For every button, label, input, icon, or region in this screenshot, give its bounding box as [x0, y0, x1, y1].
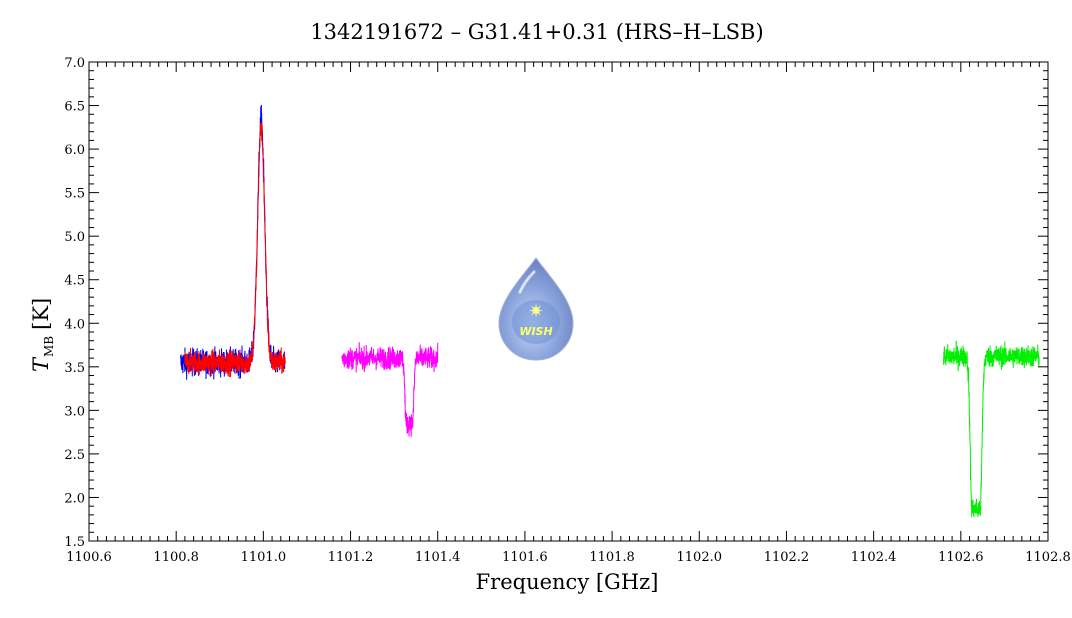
spectrum-series-2 — [184, 121, 286, 378]
x-tick-label: 1101.4 — [415, 550, 461, 565]
x-tick-label: 1102.2 — [764, 550, 810, 565]
x-tick-label: 1102.8 — [1025, 550, 1071, 565]
y-tick-label: 7.0 — [64, 56, 85, 71]
x-tick-label: 1100.8 — [153, 550, 199, 565]
y-tick-label: 4.5 — [64, 274, 85, 289]
x-tick-label: 1101.6 — [502, 550, 548, 565]
y-tick-label: 3.0 — [64, 404, 85, 419]
x-tick-label: 1101.2 — [328, 550, 374, 565]
x-axis-title: Frequency [GHz] — [476, 570, 659, 594]
y-axis-title: TMB [K] — [29, 298, 56, 372]
y-tick-label: 5.0 — [64, 230, 85, 245]
wish-logo: ✷ WISH — [498, 257, 574, 361]
y-axis-title-unit: [K] — [29, 298, 53, 330]
x-tick-label: 1101.0 — [241, 550, 287, 565]
spectrum-series-4 — [943, 340, 1040, 518]
y-axis-title-sub: MB — [42, 336, 56, 357]
y-axis-title-main: T — [29, 356, 53, 372]
spectrum-series-1 — [180, 105, 286, 380]
y-tick-label: 6.5 — [64, 100, 85, 115]
tick-layer: 1100.6 1100.8 1101.0 1101.2 1101.4 1101.6 1101… — [64, 56, 1070, 565]
spectrum-series-3 — [341, 342, 439, 437]
plot-frame — [88, 61, 1049, 542]
star-icon: ✷ — [528, 301, 543, 322]
y-tick-label: 2.5 — [64, 448, 85, 463]
y-tick-label: 2.0 — [64, 491, 85, 506]
y-tick-label: 5.5 — [64, 187, 85, 202]
logo-text: WISH — [519, 325, 552, 338]
y-tick-label: 6.0 — [64, 143, 85, 158]
chart-title: 1342191672 – G31.41+0.31 (HRS–H–LSB) — [310, 20, 763, 44]
y-tick-label: 1.5 — [64, 535, 85, 550]
x-tick-label: 1102.4 — [851, 550, 897, 565]
x-tick-label: 1100.6 — [66, 550, 112, 565]
y-tick-label: 3.5 — [64, 361, 85, 376]
x-tick-label: 1101.8 — [589, 550, 635, 565]
y-tick-label: 4.0 — [64, 317, 85, 332]
series-layer — [180, 105, 1040, 518]
svg-text:TMB[K]: TMB [K] — [29, 298, 56, 372]
x-tick-label: 1102.6 — [938, 550, 984, 565]
x-tick-label: 1102.0 — [677, 550, 723, 565]
